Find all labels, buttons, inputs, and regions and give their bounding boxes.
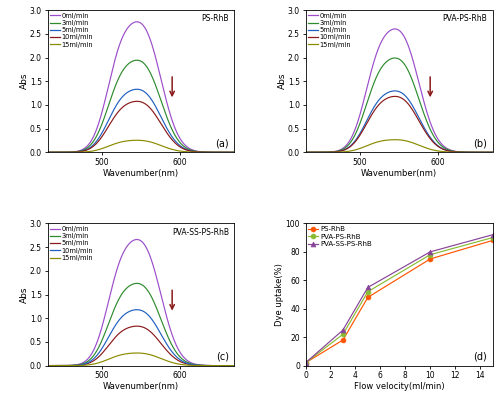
- Y-axis label: Abs: Abs: [20, 73, 28, 89]
- PVA-PS-RhB: [365, 289, 371, 294]
- Y-axis label: Abs: Abs: [20, 286, 28, 303]
- Legend: 0ml/min, 3ml/min, 5ml/min, 10ml/min, 15ml/min: 0ml/min, 3ml/min, 5ml/min, 10ml/min, 15m…: [50, 225, 94, 261]
- X-axis label: Wavenumber(nm): Wavenumber(nm): [103, 169, 179, 178]
- Text: (a): (a): [215, 138, 229, 148]
- PS-RhB: [490, 238, 496, 243]
- Line: PVA-PS-RhB: PVA-PS-RhB: [303, 235, 495, 365]
- PS-RhB: [365, 295, 371, 300]
- PVA-SS-PS-RhB: [302, 360, 308, 365]
- Text: PS-RhB: PS-RhB: [202, 15, 229, 23]
- X-axis label: Wavenumber(nm): Wavenumber(nm): [103, 382, 179, 391]
- Y-axis label: Dye uptake(%): Dye uptake(%): [275, 263, 284, 326]
- PVA-SS-PS-RhB: [340, 328, 346, 332]
- X-axis label: Wavenumber(nm): Wavenumber(nm): [361, 169, 437, 178]
- PVA-SS-PS-RhB: [365, 285, 371, 290]
- Text: (c): (c): [216, 351, 229, 361]
- Line: PVA-SS-PS-RhB: PVA-SS-PS-RhB: [303, 232, 495, 365]
- PS-RhB: [340, 338, 346, 343]
- Text: PVA-PS-RhB: PVA-PS-RhB: [442, 15, 487, 23]
- Legend: 0ml/min, 3ml/min, 5ml/min, 10ml/min, 15ml/min: 0ml/min, 3ml/min, 5ml/min, 10ml/min, 15m…: [308, 12, 352, 48]
- PVA-PS-RhB: [302, 360, 308, 365]
- Text: (d): (d): [473, 351, 487, 361]
- Line: PS-RhB: PS-RhB: [303, 238, 495, 365]
- PS-RhB: [302, 360, 308, 365]
- PVA-PS-RhB: [427, 252, 433, 257]
- Text: (b): (b): [473, 138, 487, 148]
- Text: PVA-SS-PS-RhB: PVA-SS-PS-RhB: [172, 228, 229, 237]
- Legend: PS-RhB, PVA-PS-RhB, PVA-SS-PS-RhB: PS-RhB, PVA-PS-RhB, PVA-SS-PS-RhB: [308, 225, 372, 248]
- PVA-SS-PS-RhB: [490, 232, 496, 237]
- PVA-SS-PS-RhB: [427, 249, 433, 254]
- X-axis label: Flow velocity(ml/min): Flow velocity(ml/min): [354, 382, 444, 391]
- PVA-PS-RhB: [340, 332, 346, 337]
- PVA-PS-RhB: [490, 235, 496, 240]
- PS-RhB: [427, 257, 433, 261]
- Y-axis label: Abs: Abs: [278, 73, 286, 89]
- Legend: 0ml/min, 3ml/min, 5ml/min, 10ml/min, 15ml/min: 0ml/min, 3ml/min, 5ml/min, 10ml/min, 15m…: [50, 12, 94, 48]
